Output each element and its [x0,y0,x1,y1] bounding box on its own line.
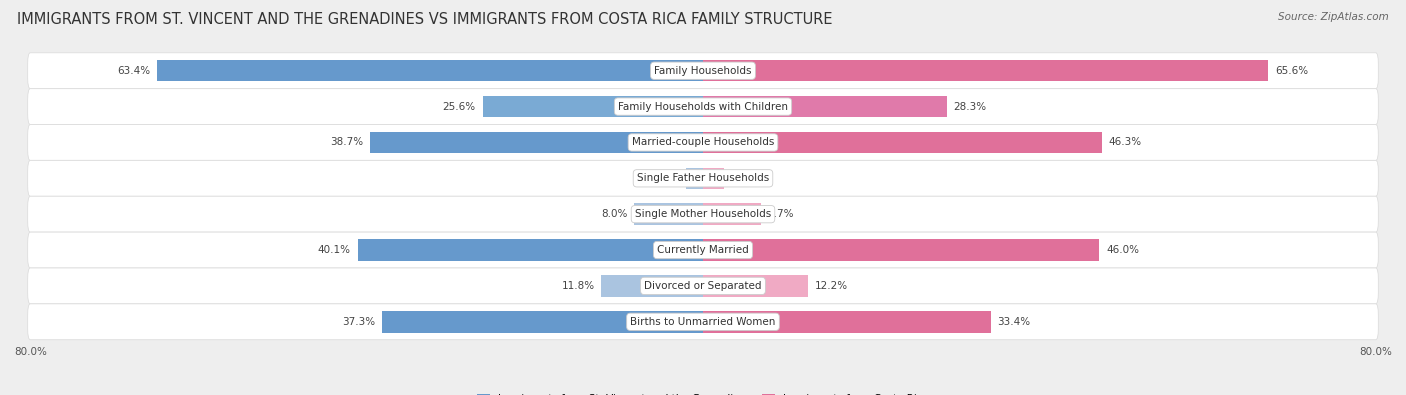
Text: 46.3%: 46.3% [1108,137,1142,147]
Bar [703,132,1102,153]
Bar [703,96,946,117]
Text: Family Households: Family Households [654,66,752,76]
Text: 6.7%: 6.7% [768,209,794,219]
Text: 46.0%: 46.0% [1107,245,1139,255]
Text: 37.3%: 37.3% [342,317,375,327]
Legend: Immigrants from St. Vincent and the Grenadines, Immigrants from Costa Rica: Immigrants from St. Vincent and the Gren… [472,390,934,395]
Text: 33.4%: 33.4% [997,317,1031,327]
Text: 11.8%: 11.8% [561,281,595,291]
FancyBboxPatch shape [28,232,1378,268]
Text: Single Mother Households: Single Mother Households [636,209,770,219]
Bar [703,203,761,225]
Text: Currently Married: Currently Married [657,245,749,255]
Text: 38.7%: 38.7% [330,137,363,147]
Text: Single Father Households: Single Father Households [637,173,769,183]
FancyBboxPatch shape [28,304,1378,340]
FancyBboxPatch shape [28,160,1378,196]
Text: Source: ZipAtlas.com: Source: ZipAtlas.com [1278,12,1389,22]
Bar [703,239,1099,261]
Text: 80.0%: 80.0% [1360,347,1392,357]
Text: Births to Unmarried Women: Births to Unmarried Women [630,317,776,327]
FancyBboxPatch shape [28,268,1378,304]
Bar [157,60,703,81]
Text: 2.4%: 2.4% [731,173,756,183]
Text: 40.1%: 40.1% [318,245,350,255]
Text: 28.3%: 28.3% [953,102,987,111]
Bar [703,275,808,297]
Bar [482,96,703,117]
Bar [370,132,703,153]
Text: Family Households with Children: Family Households with Children [619,102,787,111]
Text: 12.2%: 12.2% [815,281,848,291]
Text: 25.6%: 25.6% [443,102,475,111]
FancyBboxPatch shape [28,196,1378,232]
FancyBboxPatch shape [28,88,1378,124]
FancyBboxPatch shape [28,53,1378,88]
Bar [703,311,991,333]
Bar [602,275,703,297]
Bar [686,167,703,189]
Bar [382,311,703,333]
Text: 8.0%: 8.0% [600,209,627,219]
Text: 63.4%: 63.4% [117,66,150,76]
Bar [703,167,724,189]
Text: 80.0%: 80.0% [14,347,46,357]
Text: Married-couple Households: Married-couple Households [631,137,775,147]
FancyBboxPatch shape [28,124,1378,160]
Bar [634,203,703,225]
Bar [703,60,1268,81]
Text: 65.6%: 65.6% [1275,66,1308,76]
Text: IMMIGRANTS FROM ST. VINCENT AND THE GRENADINES VS IMMIGRANTS FROM COSTA RICA FAM: IMMIGRANTS FROM ST. VINCENT AND THE GREN… [17,12,832,27]
Bar [357,239,703,261]
Text: 2.0%: 2.0% [652,173,679,183]
Text: Divorced or Separated: Divorced or Separated [644,281,762,291]
